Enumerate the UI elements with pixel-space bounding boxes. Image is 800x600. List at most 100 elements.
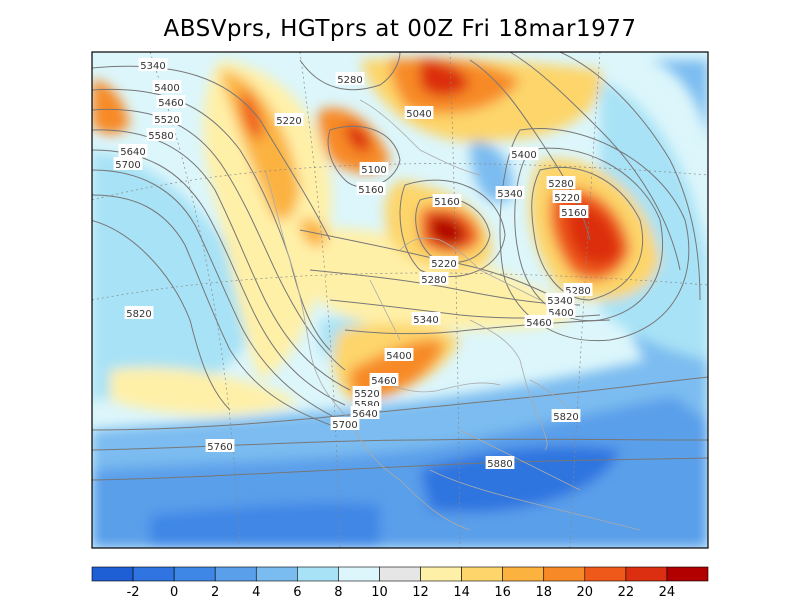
contour-label-text: 5400 bbox=[154, 83, 179, 94]
contour-label-text: 5100 bbox=[361, 165, 386, 176]
colorbar-tick-label: 0 bbox=[170, 585, 178, 600]
colorbar-swatch bbox=[255, 566, 298, 582]
vorticity-region bbox=[92, 80, 130, 135]
contour-label: 5160 bbox=[356, 182, 386, 196]
contour-label: 5220 bbox=[274, 113, 304, 127]
contour-label: 5220 bbox=[552, 190, 582, 204]
colorbar-tick-label: 10 bbox=[371, 585, 388, 600]
contour-label: 5880 bbox=[485, 456, 515, 470]
contour-label-text: 5340 bbox=[497, 189, 522, 200]
contour-label: 5460 bbox=[156, 95, 186, 109]
colorbar-tick-label: 2 bbox=[211, 585, 219, 600]
colorbar-tick-label: 14 bbox=[453, 585, 470, 600]
colorbar-tick-label: 6 bbox=[293, 585, 301, 600]
contour-label: 5280 bbox=[335, 72, 365, 86]
contour-label-text: 5460 bbox=[526, 318, 551, 329]
height-contours bbox=[92, 52, 708, 481]
colorbar-tick-label: -2 bbox=[127, 585, 140, 600]
contour-label-text: 5220 bbox=[276, 116, 301, 127]
contour-label-text: 5700 bbox=[115, 160, 140, 171]
contour-label-text: 5820 bbox=[126, 309, 151, 320]
contour-label: 5340 bbox=[545, 293, 575, 307]
vorticity-region bbox=[240, 90, 263, 140]
colorbar-tick-label: 24 bbox=[659, 585, 676, 600]
contour-label-text: 5760 bbox=[207, 442, 232, 453]
contour-label: 5160 bbox=[432, 194, 462, 208]
colorbar-tick-label: 16 bbox=[494, 585, 511, 600]
coastlines bbox=[264, 99, 641, 531]
contour-label: 5520 bbox=[352, 386, 382, 400]
contour-label-text: 5520 bbox=[154, 115, 179, 126]
contour-label-text: 5520 bbox=[354, 389, 379, 400]
contour-label: 5340 bbox=[138, 58, 168, 72]
colorbar-swatch bbox=[461, 566, 503, 582]
colorbar-swatch bbox=[625, 566, 668, 582]
contour-label: 5400 bbox=[384, 348, 414, 362]
contour-label-text: 5220 bbox=[431, 259, 456, 270]
contour-label: 5460 bbox=[369, 373, 399, 387]
colorbar-swatch bbox=[132, 566, 175, 582]
contour-label: 5220 bbox=[429, 256, 459, 270]
contour-label: 5640 bbox=[118, 144, 148, 158]
colorbar-swatch bbox=[173, 566, 216, 582]
vorticity-region bbox=[220, 70, 300, 221]
contour-label: 5760 bbox=[205, 439, 235, 453]
vorticity-region bbox=[430, 216, 466, 246]
contour-label-text: 5640 bbox=[120, 147, 145, 158]
contour-label-text: 5220 bbox=[554, 193, 579, 204]
vorticity-region bbox=[420, 446, 620, 513]
colorbar-swatch bbox=[91, 566, 134, 582]
vorticity-region bbox=[650, 60, 708, 140]
colorbar-tick-label: 4 bbox=[252, 585, 260, 600]
graticule bbox=[92, 52, 708, 548]
contour-label-text: 5040 bbox=[406, 109, 431, 120]
contour-label-text: 5880 bbox=[487, 459, 512, 470]
contour-label-text: 5160 bbox=[434, 197, 459, 208]
colorbar-tick-label: 12 bbox=[412, 585, 429, 600]
colorbar: -2 0 2 4 6 8 10 12 14 16 18 20 22 24 bbox=[91, 566, 709, 600]
contour-label-text: 5340 bbox=[413, 315, 438, 326]
contour-label-text: 5280 bbox=[565, 286, 590, 297]
map-title: ABSVprs, HGTprs at 00Z Fri 18mar1977 bbox=[163, 16, 637, 42]
contour-label-text: 5400 bbox=[386, 351, 411, 362]
contour-label-text: 5400 bbox=[548, 308, 573, 319]
vorticity-region bbox=[203, 60, 332, 380]
contour-label-text: 5340 bbox=[547, 296, 572, 307]
contour-label: 5400 bbox=[546, 305, 576, 319]
colorbar-swatch bbox=[666, 566, 709, 582]
colorbar-swatch bbox=[379, 566, 421, 582]
vorticity-region bbox=[420, 60, 470, 97]
contour-label: 5520 bbox=[152, 112, 182, 126]
map-area: 5340540054605520558056405700528052205040… bbox=[92, 52, 708, 548]
contour-label: 5280 bbox=[546, 176, 576, 190]
contour-label: 5700 bbox=[330, 417, 360, 431]
contour-label: 5700 bbox=[113, 157, 143, 171]
colorbar-tick-label: 22 bbox=[618, 585, 635, 600]
colorbar-swatch bbox=[502, 566, 545, 582]
vorticity-region bbox=[566, 204, 620, 266]
contour-label-text: 5400 bbox=[511, 150, 536, 161]
contour-label-text: 5580 bbox=[354, 400, 379, 411]
colorbar-swatch bbox=[543, 566, 586, 582]
contour-label: 5580 bbox=[146, 128, 176, 142]
contour-label-text: 5460 bbox=[371, 376, 396, 387]
contour-labels: 5340540054605520558056405700528052205040… bbox=[113, 58, 593, 470]
colorbar-tick-label: 8 bbox=[334, 585, 342, 600]
contour-label-text: 5640 bbox=[352, 409, 377, 420]
contour-label: 5460 bbox=[524, 315, 554, 329]
contour-label-text: 5700 bbox=[332, 420, 357, 431]
contour-label-text: 5280 bbox=[548, 179, 573, 190]
contour-label: 5820 bbox=[551, 409, 581, 423]
colorbar-swatch bbox=[584, 566, 627, 582]
contour-label-text: 5460 bbox=[158, 98, 183, 109]
contour-label-text: 5580 bbox=[148, 131, 173, 142]
colorbar-swatch bbox=[214, 566, 257, 582]
vorticity-region bbox=[150, 503, 380, 548]
colorbar-tick-label: 20 bbox=[577, 585, 594, 600]
contour-label: 5340 bbox=[495, 186, 525, 200]
contour-label: 5640 bbox=[350, 406, 380, 420]
contour-label: 5040 bbox=[404, 106, 434, 120]
contour-label: 5340 bbox=[411, 312, 441, 326]
colorbar-swatch bbox=[297, 566, 339, 582]
